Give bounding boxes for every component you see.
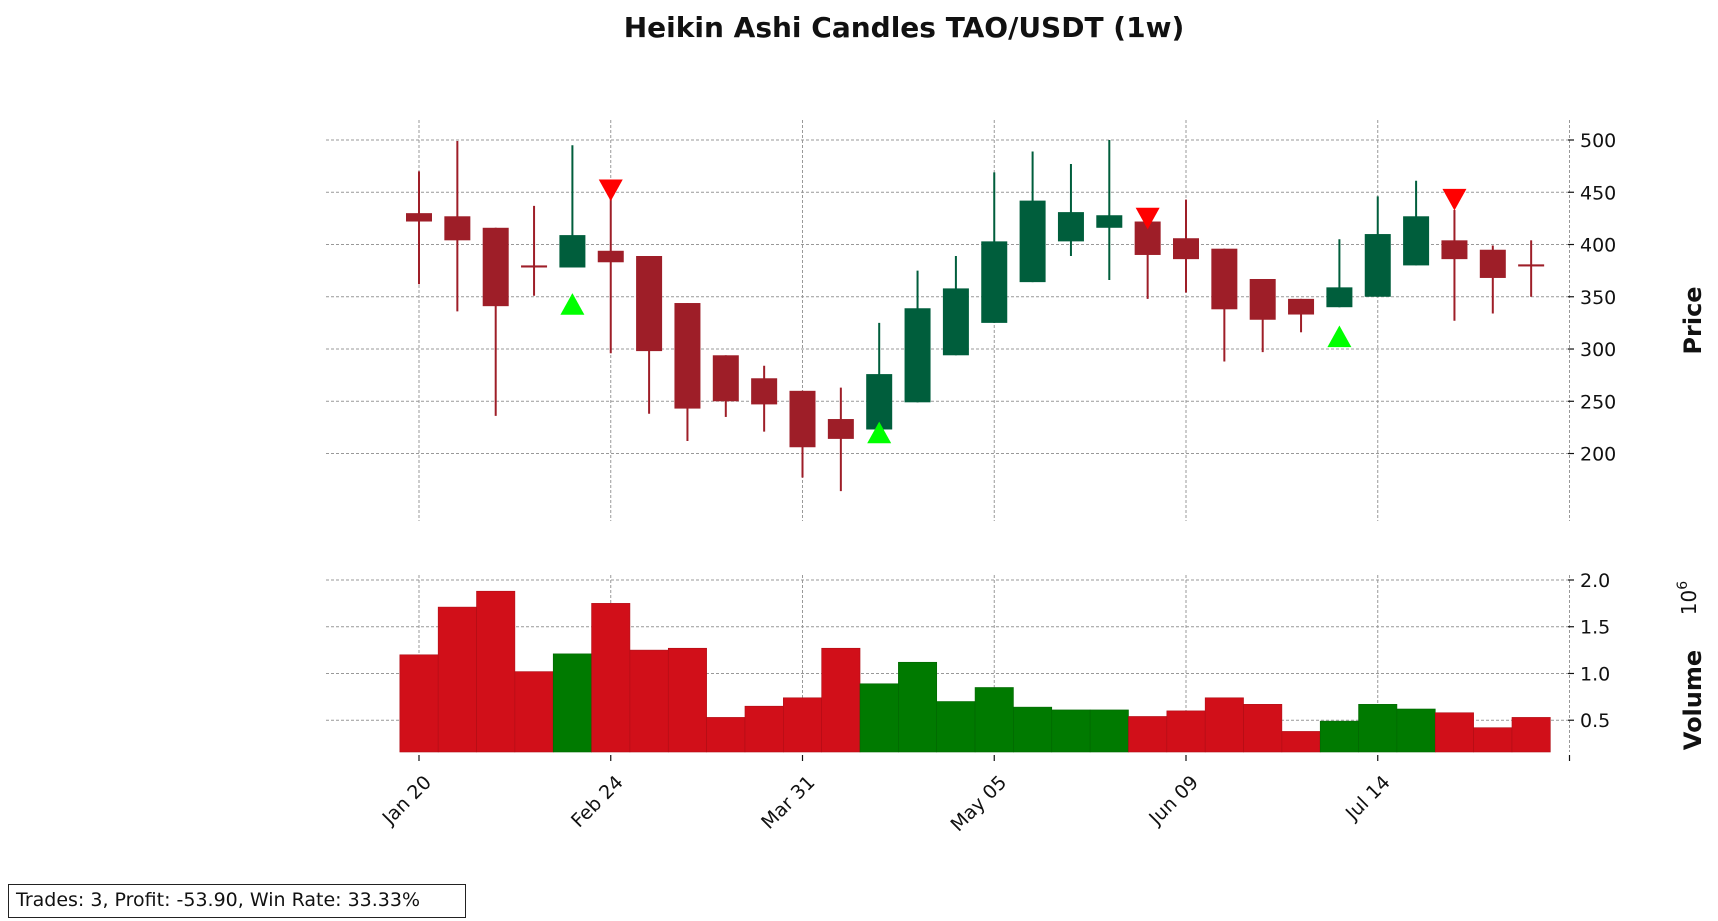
volume-bar <box>821 647 861 753</box>
candle-body <box>1173 238 1199 260</box>
candle-body <box>1096 215 1123 228</box>
buy-signal-icon <box>1327 325 1352 348</box>
volume-bar <box>476 590 516 753</box>
volume-bar <box>1128 716 1168 753</box>
candle-body <box>751 378 778 405</box>
volume-tick-label: 1.5 <box>1580 617 1610 639</box>
x-tick-label: May 05 <box>946 771 1011 836</box>
candle-body <box>1518 264 1545 267</box>
x-tick-label: Jan 20 <box>378 771 436 829</box>
volume-bar <box>1204 697 1244 753</box>
price-tick-label: 500 <box>1580 130 1616 152</box>
volume-bars <box>399 590 1551 753</box>
volume-bar <box>552 653 592 753</box>
candle-body <box>1249 278 1276 320</box>
price-tick-label: 400 <box>1580 235 1616 257</box>
volume-bar <box>859 683 899 753</box>
candle-body <box>597 250 624 263</box>
volume-bar <box>898 661 938 753</box>
volume-bar <box>399 654 439 753</box>
price-tick-label: 250 <box>1580 391 1616 413</box>
candle-body <box>942 288 969 356</box>
candle-body <box>444 216 471 241</box>
sell-signal-icon <box>1135 207 1160 230</box>
candle-body <box>559 235 586 268</box>
volume-tick-label: 1.0 <box>1580 663 1610 685</box>
x-axis: Jan 20 Feb 24 Mar 31 May 05 Jun 09 Jul 14 <box>378 755 1571 836</box>
volume-bar <box>591 603 631 753</box>
volume-multiplier-exponent: 6 <box>1675 581 1691 590</box>
sell-signal-icon <box>1442 188 1467 211</box>
volume-bar <box>1473 727 1513 753</box>
volume-tick-label: 0.5 <box>1580 710 1610 732</box>
buy-signal-icon <box>867 421 892 444</box>
candle-body <box>1057 212 1084 242</box>
volume-axis-label: Volume <box>1679 650 1707 750</box>
candle-body <box>866 374 893 430</box>
volume-bar <box>1396 708 1436 753</box>
candles <box>406 140 1545 492</box>
candle-body <box>674 303 701 409</box>
volume-bar <box>514 671 554 753</box>
price-tick-label: 450 <box>1580 182 1616 204</box>
candle-body <box>1019 200 1046 283</box>
candle-body <box>521 265 548 268</box>
candle-body <box>636 256 663 352</box>
candle-body <box>482 227 509 307</box>
candle-body <box>1364 234 1391 297</box>
volume-bar <box>1319 720 1359 753</box>
volume-bar <box>1013 706 1053 753</box>
candle-body <box>1403 216 1430 266</box>
trade-stats-box: Trades: 3, Profit: -53.90, Win Rate: 33.… <box>8 884 466 918</box>
volume-bar <box>1243 704 1283 753</box>
candle-body <box>1441 240 1468 260</box>
candle-body <box>1211 248 1238 310</box>
x-tick-label: Mar 31 <box>757 771 819 833</box>
volume-bar <box>1358 704 1398 753</box>
volume-axis-label-group: Volume 106 <box>1675 581 1707 750</box>
x-tick-label: Jul 14 <box>1341 771 1395 825</box>
price-tick-label: 300 <box>1580 339 1616 361</box>
price-grid <box>326 120 1570 521</box>
volume-axis: 0.5 1.0 1.5 2.0 <box>1568 570 1610 732</box>
x-tick-label: Jun 09 <box>1144 771 1203 830</box>
candle-body <box>981 241 1008 323</box>
trade-signals <box>560 179 1467 444</box>
volume-bar <box>667 647 707 753</box>
volume-multiplier: 106 <box>1675 581 1701 615</box>
volume-bar <box>1281 731 1321 753</box>
volume-bar <box>629 649 669 753</box>
volume-bar <box>974 687 1014 753</box>
volume-tick-label: 2.0 <box>1580 570 1610 592</box>
sell-signal-icon <box>598 179 623 202</box>
volume-bar <box>744 705 784 753</box>
volume-bar <box>936 701 976 753</box>
price-axis-label: Price <box>1679 286 1707 354</box>
volume-bar <box>437 606 477 753</box>
price-tick-label: 350 <box>1580 287 1616 309</box>
chart-title: Heikin Ashi Candles TAO/USDT (1w) <box>624 11 1185 44</box>
price-axis: 200 250 300 350 400 450 500 <box>1568 130 1616 466</box>
volume-bar <box>1166 710 1206 753</box>
candle-body <box>827 419 854 439</box>
candle-body <box>789 390 816 448</box>
candle-body <box>1479 249 1506 278</box>
candle-body <box>1288 298 1315 315</box>
candle-body <box>1326 287 1353 308</box>
price-tick-label: 200 <box>1580 444 1616 466</box>
volume-bar <box>783 697 822 753</box>
trade-stats-text: Trades: 3, Profit: -53.90, Win Rate: 33.… <box>16 889 421 911</box>
volume-bar <box>706 717 746 753</box>
volume-bar <box>1511 717 1551 753</box>
candle-body <box>406 213 432 222</box>
x-tick-label: Feb 24 <box>567 771 628 832</box>
buy-signal-icon <box>560 293 585 315</box>
candle-body <box>712 355 739 402</box>
candle-body <box>904 308 931 403</box>
volume-bar <box>1434 712 1474 753</box>
volume-bar <box>1089 709 1129 753</box>
volume-multiplier-base: 10 <box>1677 590 1701 615</box>
volume-bar <box>1051 709 1091 753</box>
